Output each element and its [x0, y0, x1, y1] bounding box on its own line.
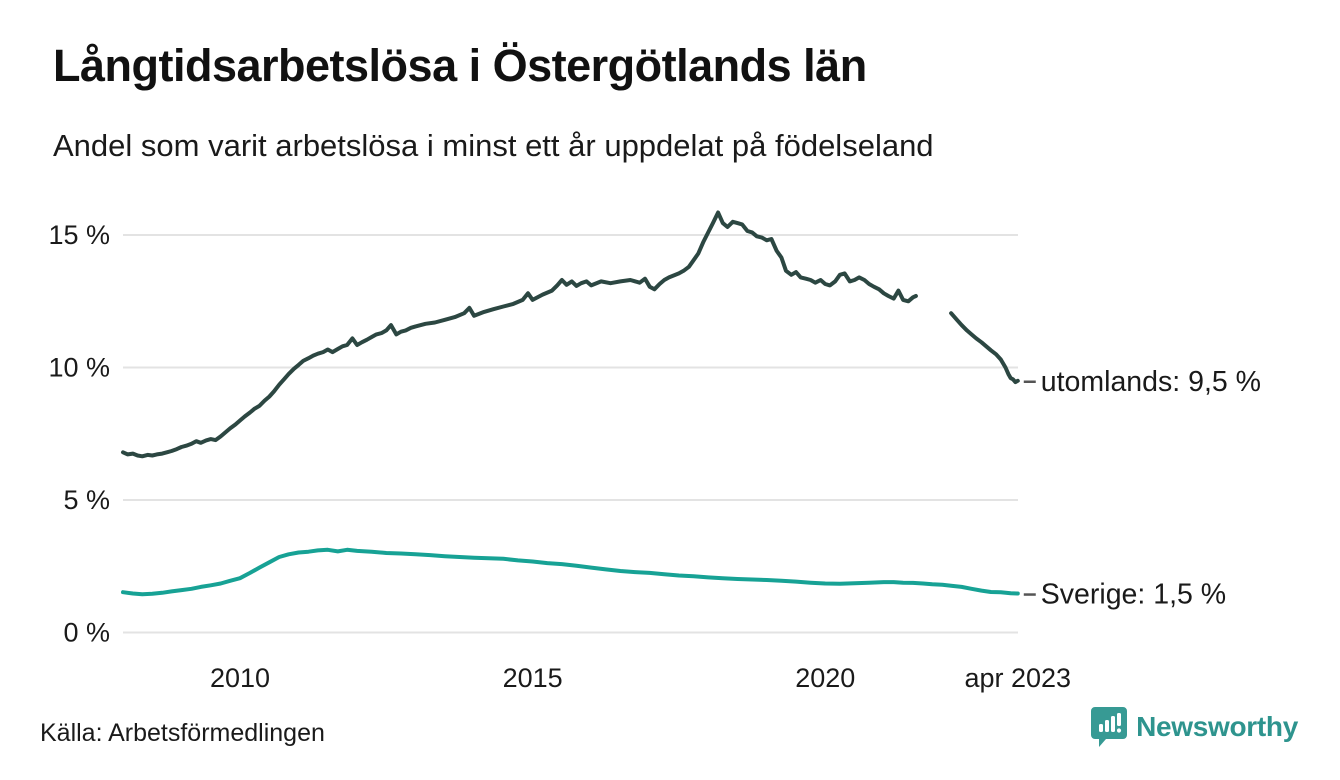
series-end-label-utomlands: utomlands: 9,5 %	[1041, 366, 1261, 398]
x-tick-label: 2010	[210, 663, 270, 693]
series-line-utomlands	[949, 311, 1020, 385]
x-tick-label: 2015	[503, 663, 563, 693]
chart-subtitle: Andel som varit arbetslösa i minst ett å…	[53, 128, 934, 163]
y-tick-label: 15 %	[48, 220, 110, 250]
newsworthy-wordmark: Newsworthy	[1136, 711, 1298, 742]
x-tick-label: 2020	[795, 663, 855, 693]
y-tick-label: 10 %	[48, 353, 110, 383]
y-tick-label: 0 %	[63, 618, 110, 648]
line-chart: 0 % 5 % 10 % 15 % 2010 2015 2020 apr 2023 utomla…	[48, 210, 1261, 693]
y-tick-label: 5 %	[63, 485, 110, 515]
newsworthy-bars-icon	[1091, 707, 1128, 747]
page-title: Långtidsarbetslösa i Östergötlands län	[53, 40, 867, 91]
newsworthy-logo: Newsworthy	[1091, 706, 1298, 748]
series-end-label-Sverige: Sverige: 1,5 %	[1041, 579, 1226, 611]
source-note: Källa: Arbetsförmedlingen	[40, 719, 325, 747]
x-tick-label: apr 2023	[964, 663, 1071, 693]
series-line-utomlands	[121, 210, 918, 459]
series-line-Sverige	[121, 547, 1020, 597]
